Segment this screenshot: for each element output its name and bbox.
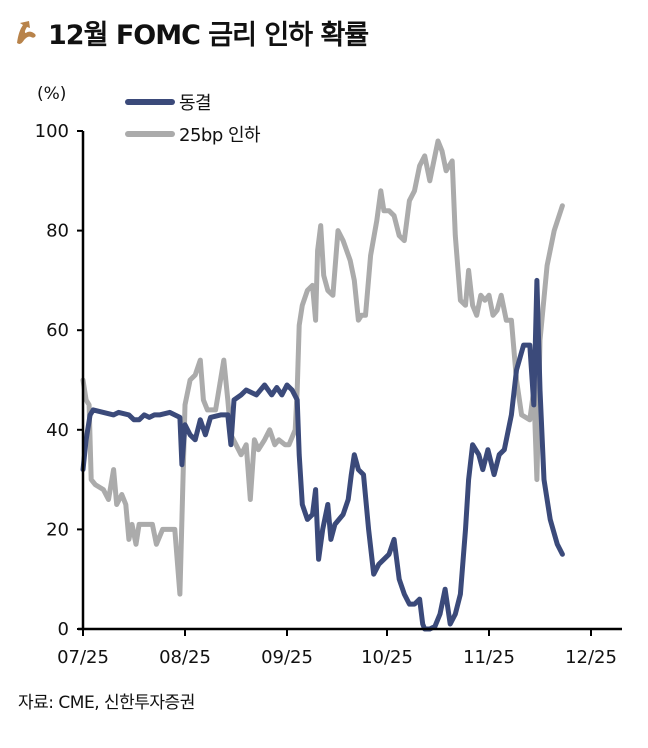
x-tick-label: 11/25 <box>463 647 515 668</box>
legend-label-hold: 동결 <box>179 93 212 114</box>
chart-title-row: 12월 FOMC 금리 인하 확률 <box>14 10 369 54</box>
series-line-hold <box>80 277 565 632</box>
series-line-cut25 <box>80 138 565 597</box>
chart-title: 12월 FOMC 금리 인하 확률 <box>48 19 369 51</box>
y-tick-label: 20 <box>46 519 69 540</box>
legend: 동결 25bp 인하 <box>125 86 261 150</box>
y-tick-label: 100 <box>35 121 69 142</box>
legend-swatch-hold <box>125 99 175 105</box>
plot-series <box>80 138 565 632</box>
brown-arrow-icon <box>17 21 36 44</box>
y-axis-unit: (%) <box>37 84 67 104</box>
y-tick-label: 80 <box>46 221 69 242</box>
source-note: 자료: CME, 신한투자증권 <box>18 693 195 713</box>
legend-item-hold: 동결 <box>125 86 260 118</box>
legend-label-cut25: 25bp 인하 <box>179 125 261 146</box>
x-tick-label: 10/25 <box>361 647 413 668</box>
x-tick-label: 07/25 <box>57 647 109 668</box>
y-tick-label: 0 <box>58 619 69 640</box>
legend-swatch-cut25 <box>125 131 175 137</box>
y-tick-label: 40 <box>46 420 69 441</box>
legend-item-cut25: 25bp 인하 <box>125 118 261 150</box>
x-tick-label: 12/25 <box>565 647 617 668</box>
x-tick-label: 09/25 <box>261 647 313 668</box>
x-tick-label: 08/25 <box>159 647 211 668</box>
axes: 0 20 40 60 80 100 07/25 08/25 09/25 10/25 11/25 12/… <box>35 121 622 668</box>
y-tick-label: 60 <box>46 320 69 341</box>
